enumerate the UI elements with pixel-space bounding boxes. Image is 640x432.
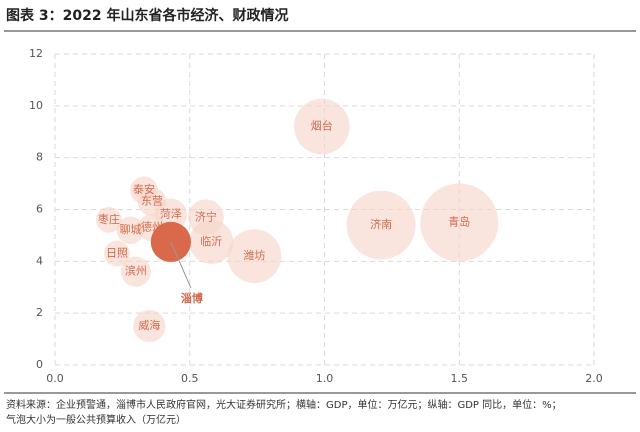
bubble-label: 临沂 bbox=[200, 234, 222, 248]
bubble-label: 聊城 bbox=[119, 222, 141, 236]
bubble bbox=[104, 240, 130, 267]
bubble-label: 东营 bbox=[141, 194, 163, 208]
y-tick-label: 2 bbox=[36, 306, 43, 319]
bubble bbox=[346, 190, 416, 260]
bubble bbox=[96, 206, 122, 233]
bubble-label: 青岛 bbox=[448, 214, 470, 228]
bubble-label: 潍坊 bbox=[243, 248, 265, 262]
note: 资料来源：企业预警通，淄博市人民政府官网，光大证券研究所；横轴：GDP，单位：万… bbox=[6, 398, 562, 411]
bubble bbox=[130, 176, 158, 204]
bubble bbox=[133, 309, 166, 343]
x-tick-label: 0.5 bbox=[181, 372, 199, 385]
bubble bbox=[420, 183, 499, 262]
bubble-label: 济宁 bbox=[195, 209, 217, 223]
bubble-label: 淄博 bbox=[181, 291, 203, 305]
y-tick-label: 12 bbox=[29, 47, 43, 60]
y-tick-label: 0 bbox=[36, 358, 43, 371]
y-tick-label: 8 bbox=[36, 151, 43, 164]
bubble bbox=[120, 256, 151, 287]
bubble-label: 滨州 bbox=[125, 264, 147, 278]
x-tick-label: 0.0 bbox=[46, 372, 64, 385]
bubble-label: 烟台 bbox=[311, 119, 333, 133]
bubble-label: 济南 bbox=[370, 217, 392, 231]
bubble-label: 菏泽 bbox=[160, 208, 182, 221]
bubble bbox=[227, 229, 282, 284]
y-tick-label: 10 bbox=[29, 99, 43, 112]
bubble-label: 威海 bbox=[138, 318, 160, 332]
leader-line bbox=[170, 241, 192, 289]
y-tick-label: 4 bbox=[36, 254, 43, 267]
bubble bbox=[116, 216, 145, 245]
x-tick-label: 1.5 bbox=[451, 372, 469, 385]
note: 气泡大小为一般公共预算收入（万亿元） bbox=[6, 413, 186, 426]
bubble-label: 日照 bbox=[106, 247, 128, 260]
bubble-label: 枣庄 bbox=[98, 212, 120, 226]
bubble bbox=[188, 199, 224, 236]
x-tick-label: 1.0 bbox=[316, 372, 334, 385]
bubble-label: 德州 bbox=[141, 220, 163, 234]
x-tick-label: 2.0 bbox=[585, 372, 603, 385]
chart-title: 图表 3：2022 年山东省各市经济、财政情况 bbox=[6, 7, 288, 24]
y-tick-label: 6 bbox=[36, 203, 43, 216]
bubble bbox=[294, 98, 350, 155]
bubble-label: 泰安 bbox=[133, 182, 155, 196]
